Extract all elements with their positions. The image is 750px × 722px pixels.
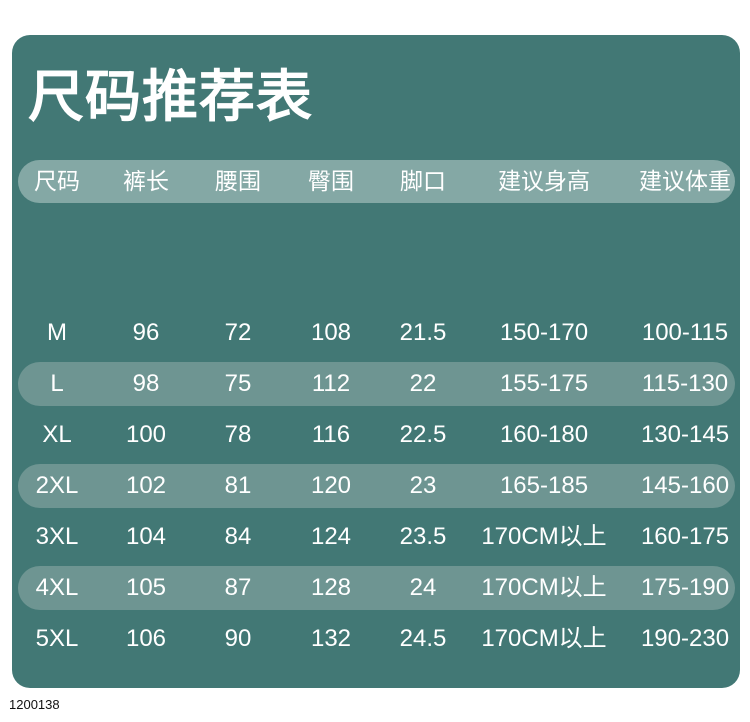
table-cell: 22.5 xyxy=(399,421,447,448)
column-header: 裤长 xyxy=(123,168,169,194)
table-cell: 96 xyxy=(132,319,160,346)
table-cell: 120 xyxy=(310,472,352,499)
table-cell: 132 xyxy=(310,625,352,652)
table-cell: 24 xyxy=(409,574,437,601)
column-header: 建议体重 xyxy=(639,168,731,194)
table-cell: 175-190 xyxy=(640,574,730,601)
column-header: 建议身高 xyxy=(498,168,590,194)
table-cell: XL xyxy=(42,421,72,448)
table-cell: 105 xyxy=(125,574,167,601)
table-cell: 104 xyxy=(125,523,167,550)
table-cell: 23.5 xyxy=(399,523,447,550)
table-cell: 128 xyxy=(310,574,352,601)
table-cell: 5XL xyxy=(35,625,79,652)
table-cell: 100-115 xyxy=(641,319,729,346)
table-cell: 102 xyxy=(125,472,167,499)
table-cell: 170CM以上 xyxy=(481,574,607,601)
table-cell: 4XL xyxy=(35,574,79,601)
table-cell: 124 xyxy=(310,523,352,550)
table-cell: 87 xyxy=(224,574,252,601)
table-cell: 72 xyxy=(224,319,252,346)
column-header: 尺码 xyxy=(34,168,80,194)
table-cell: 106 xyxy=(125,625,167,652)
table-cell: 78 xyxy=(224,421,252,448)
table-cell: 160-180 xyxy=(499,421,589,448)
table-cell: 90 xyxy=(224,625,252,652)
table-cell: L xyxy=(50,370,64,397)
table-cell: 130-145 xyxy=(640,421,730,448)
row-stripe xyxy=(18,362,735,406)
table-cell: 108 xyxy=(310,319,352,346)
row-stripe xyxy=(18,464,735,508)
table-cell: 2XL xyxy=(35,472,79,499)
table-cell: 23 xyxy=(409,472,437,499)
table-cell: M xyxy=(47,319,67,346)
chart-title: 尺码推荐表 xyxy=(28,65,313,128)
footer-code: 1200138 xyxy=(9,697,60,712)
table-cell: 145-160 xyxy=(640,472,730,499)
column-header: 脚口 xyxy=(400,168,446,194)
table-cell: 84 xyxy=(224,523,252,550)
row-stripe xyxy=(18,566,735,610)
table-cell: 24.5 xyxy=(399,625,447,652)
table-cell: 81 xyxy=(224,472,252,499)
table-cell: 3XL xyxy=(35,523,79,550)
table-cell: 112 xyxy=(311,370,351,397)
table-cell: 75 xyxy=(224,370,252,397)
table-cell: 100 xyxy=(125,421,167,448)
table-cell: 190-230 xyxy=(640,625,730,652)
table-cell: 170CM以上 xyxy=(481,625,607,652)
header-band xyxy=(18,160,735,203)
table-cell: 116 xyxy=(311,421,351,448)
table-cell: 21.5 xyxy=(399,319,447,346)
table-cell: 160-175 xyxy=(640,523,730,550)
column-header: 臀围 xyxy=(308,168,354,194)
table-cell: 150-170 xyxy=(499,319,589,346)
table-cell: 170CM以上 xyxy=(481,523,607,550)
column-header: 腰围 xyxy=(215,168,261,194)
table-cell: 98 xyxy=(132,370,160,397)
table-cell: 115-130 xyxy=(641,370,729,397)
table-cell: 22 xyxy=(409,370,437,397)
table-cell: 155-175 xyxy=(499,370,589,397)
table-cell: 165-185 xyxy=(499,472,589,499)
